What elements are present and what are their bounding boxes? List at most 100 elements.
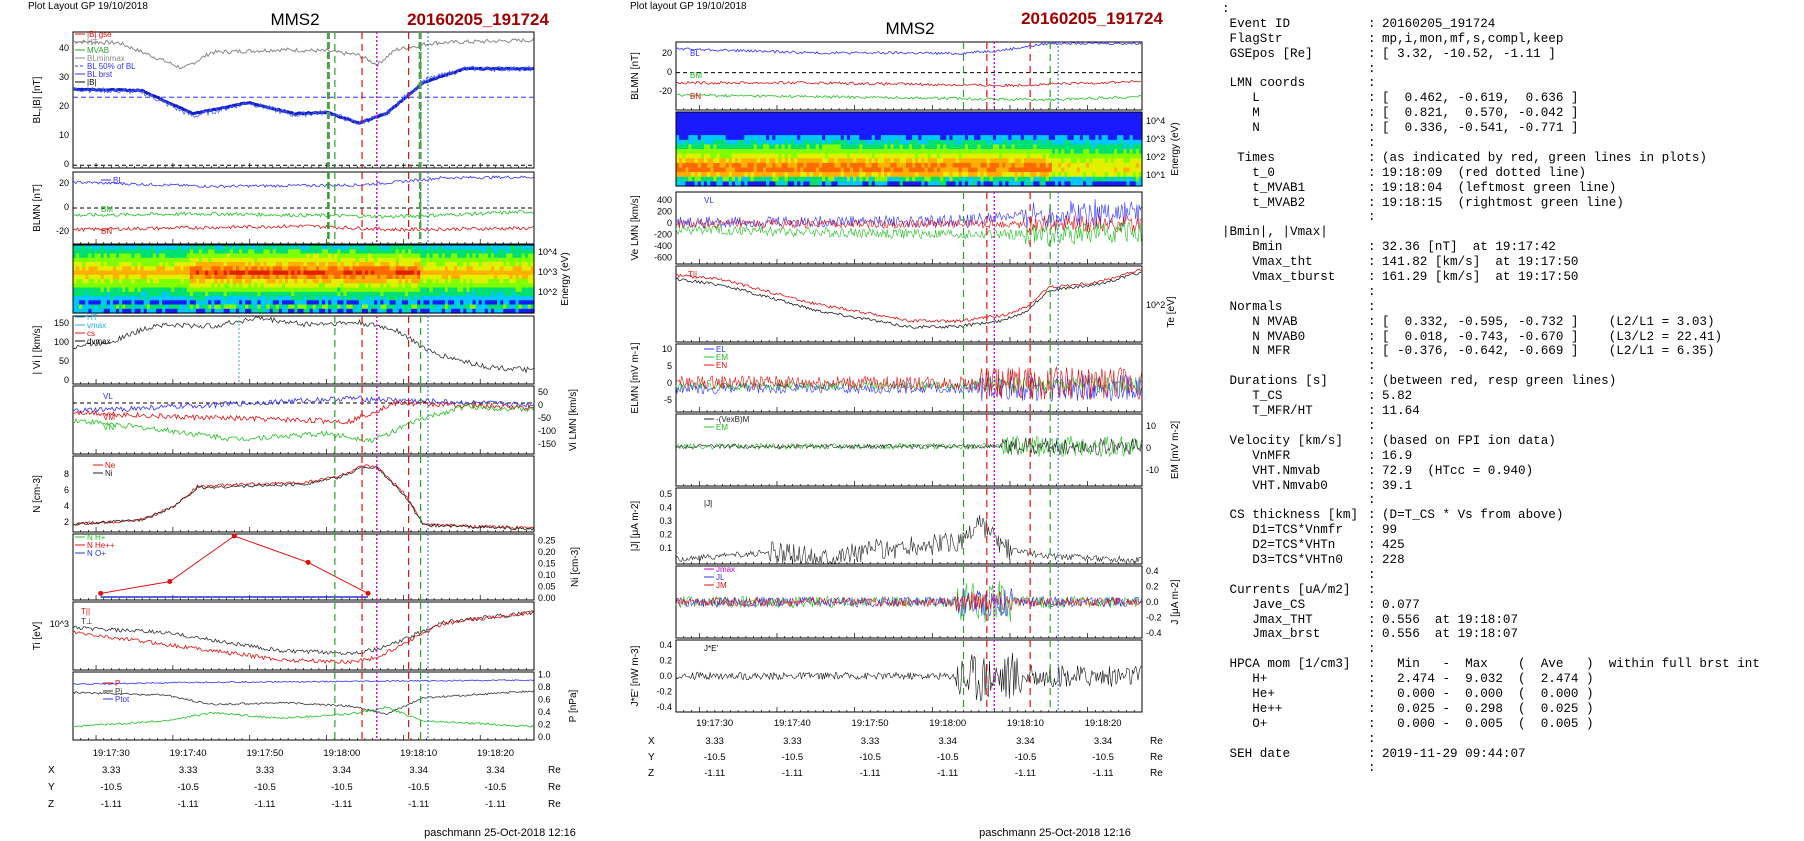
spectrogram-cell <box>214 266 219 272</box>
spectrogram-cell <box>999 149 1003 155</box>
spectrogram-cell <box>423 308 428 314</box>
spectrogram-cell <box>940 125 944 132</box>
spectrogram-cell <box>334 304 338 310</box>
spectrogram-cell <box>515 308 520 314</box>
spectrogram-cell <box>414 279 418 284</box>
spectrogram-cell <box>787 125 792 132</box>
spectrogram-cell <box>846 116 851 122</box>
spectrogram-cell <box>676 121 680 127</box>
spectrogram-cell <box>874 116 879 122</box>
spectrogram-cell <box>877 125 882 132</box>
spectrogram-cell <box>763 176 767 182</box>
spectrogram-cell <box>487 304 492 310</box>
spectrogram-cell <box>466 291 471 297</box>
spectrogram-cell <box>325 270 329 276</box>
spectrogram-cell <box>989 153 994 159</box>
spectrogram-cell <box>275 296 280 301</box>
spectrogram-cell <box>812 135 817 141</box>
spectrogram-cell <box>205 266 209 272</box>
spectrogram-cell <box>787 139 792 145</box>
spectrogram-cell <box>862 125 867 132</box>
spectrogram-cell <box>269 257 274 263</box>
spectrogram-cell <box>229 308 234 314</box>
spectrogram-cell <box>700 172 705 178</box>
spectrogram-cell <box>294 274 298 280</box>
spectrogram-cell <box>383 287 388 293</box>
spectrogram-cell <box>725 149 730 155</box>
spectrogram-cell <box>691 162 696 169</box>
spectrogram-cell <box>395 262 400 267</box>
spectrogram-cell <box>933 167 938 173</box>
spectrogram-cell <box>239 253 243 259</box>
spectrogram-cell <box>497 304 501 310</box>
spectrogram-cell <box>893 172 898 178</box>
legend-entry: N O+ <box>87 549 106 558</box>
spectrogram-cell <box>915 167 919 173</box>
spectrogram-cell <box>454 308 458 314</box>
spectrogram-cell <box>426 300 431 306</box>
spectrogram-cell <box>803 149 808 155</box>
spectrogram-cell <box>812 153 817 159</box>
spectrogram-cell <box>487 287 492 293</box>
spectrogram-cell <box>211 300 215 306</box>
spectrogram-cell <box>337 279 341 284</box>
spectrogram-cell <box>321 266 326 272</box>
spectrogram-cell <box>417 274 421 280</box>
spectrogram-cell <box>263 249 268 255</box>
spectrogram-cell <box>152 257 157 263</box>
spectrogram-cell <box>778 172 783 178</box>
spectrogram-cell <box>1008 158 1013 164</box>
spectrogram-cell <box>1017 162 1022 169</box>
spectrogram-cell <box>186 296 191 301</box>
spectrogram-cell <box>682 125 686 132</box>
spectrogram-cell <box>242 279 246 284</box>
spectrogram-cell <box>134 274 139 280</box>
spectrogram-cell <box>334 279 338 284</box>
spectrogram-cell <box>429 304 434 310</box>
spectrogram-cell <box>232 245 237 250</box>
spectrogram-cell <box>82 308 86 314</box>
spectrogram-cell <box>986 167 991 173</box>
spectrogram-cell <box>171 257 175 263</box>
spectrogram-cell <box>884 172 888 178</box>
spectrogram-cell <box>868 167 873 173</box>
spectrogram-cell <box>506 257 510 263</box>
spectrogram-cell <box>710 167 714 173</box>
spectrogram-cell <box>874 181 879 187</box>
spectrogram-cell <box>971 112 975 118</box>
spectrogram-cell <box>309 283 314 289</box>
spectrogram-cell <box>282 274 286 280</box>
spectrogram-cell <box>174 257 179 263</box>
spectrogram-cell <box>294 266 298 272</box>
spectrogram-cell <box>214 300 219 306</box>
spectrogram-cell <box>475 257 480 263</box>
spectrogram-cell <box>444 300 449 306</box>
spectrogram-cell <box>395 304 400 310</box>
spectrogram-cell <box>113 308 117 314</box>
spectrogram-cell <box>902 158 907 164</box>
spectrogram-cell <box>747 149 752 155</box>
spectrogram-cell <box>146 257 151 263</box>
spectrogram-cell <box>877 162 882 169</box>
spectrogram-cell <box>971 153 975 159</box>
spectrogram-cell <box>766 181 770 187</box>
spectrogram-cell <box>444 283 449 289</box>
spectrogram-cell <box>232 283 237 289</box>
spectrogram-cell <box>731 162 736 169</box>
spectrogram-cell <box>371 308 375 314</box>
spectrogram-cell <box>355 287 360 293</box>
spectrogram-cell <box>355 274 360 280</box>
spectrogram-cell <box>859 162 863 169</box>
spectrogram-cell <box>447 266 452 272</box>
spectrogram-cell <box>943 176 947 182</box>
spectrogram-cell <box>408 300 412 306</box>
spectrogram-cell <box>918 139 922 145</box>
spectrogram-cell <box>386 300 391 306</box>
spectrogram-cell <box>463 253 467 259</box>
spectrogram-cell <box>822 135 826 141</box>
spectrogram-cell <box>282 287 286 293</box>
spectrogram-cell <box>137 274 142 280</box>
spectrogram-cell <box>775 144 780 150</box>
spectrogram-cell <box>837 135 842 141</box>
